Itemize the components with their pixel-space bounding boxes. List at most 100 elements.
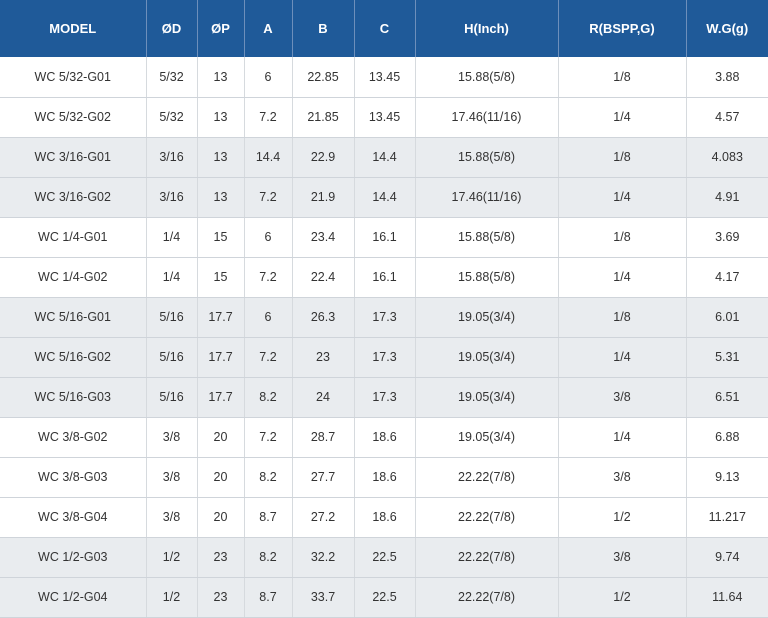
cell-op: 15 — [197, 217, 245, 258]
cell-model: WC 3/8-G04 — [0, 497, 147, 538]
cell-op: 17.7 — [197, 337, 245, 378]
table-row: WC 3/8-G03 3/8 20 8.2 27.7 18.6 22.22(7/8) 3/8 9… — [0, 457, 768, 498]
cell-wg: 6.01 — [686, 297, 768, 338]
cell-h: 22.22(7/8) — [415, 497, 559, 538]
cell-od: 3/8 — [146, 417, 198, 458]
cell-h: 19.05(3/4) — [415, 377, 559, 418]
cell-h: 17.46(11/16) — [415, 177, 559, 218]
cell-a: 6 — [244, 297, 293, 338]
cell-c: 18.6 — [354, 497, 416, 538]
table-row: WC 5/16-G02 5/16 17.7 7.2 23 17.3 19.05(3/4) 1/… — [0, 337, 768, 378]
cell-model: WC 5/32-G02 — [0, 97, 147, 138]
cell-c: 14.4 — [354, 137, 416, 178]
table-row: WC 1/4-G02 1/4 15 7.2 22.4 16.1 15.88(5/8) 1/4 4… — [0, 257, 768, 298]
cell-wg: 3.69 — [686, 217, 768, 258]
header-b: B — [292, 0, 355, 57]
cell-b: 26.3 — [292, 297, 355, 338]
cell-a: 8.2 — [244, 377, 293, 418]
cell-h: 15.88(5/8) — [415, 137, 559, 178]
header-row: MODEL ØD ØP A B C H(Inch) R(BSPP,G) W.G(… — [0, 0, 768, 57]
cell-r: 1/4 — [558, 417, 687, 458]
cell-model: WC 5/32-G01 — [0, 57, 147, 98]
cell-a: 8.2 — [244, 537, 293, 578]
cell-od: 1/2 — [146, 537, 198, 578]
cell-a: 8.7 — [244, 577, 293, 618]
table-row: WC 3/16-G02 3/16 13 7.2 21.9 14.4 17.46(11/16)… — [0, 177, 768, 218]
header-od: ØD — [146, 0, 198, 57]
cell-b: 24 — [292, 377, 355, 418]
cell-od: 5/16 — [146, 337, 198, 378]
cell-r: 1/4 — [558, 97, 687, 138]
cell-model: WC 3/16-G02 — [0, 177, 147, 218]
cell-b: 21.9 — [292, 177, 355, 218]
table-row: WC 3/16-G01 3/16 13 14.4 22.9 14.4 15.88(5/8) 1… — [0, 137, 768, 178]
table-row: WC 5/32-G02 5/32 13 7.2 21.85 13.45 17.46(11/1… — [0, 97, 768, 138]
cell-h: 19.05(3/4) — [415, 417, 559, 458]
cell-wg: 4.17 — [686, 257, 768, 298]
cell-r: 1/8 — [558, 297, 687, 338]
cell-h: 22.22(7/8) — [415, 457, 559, 498]
cell-model: WC 1/2-G04 — [0, 577, 147, 618]
cell-a: 7.2 — [244, 177, 293, 218]
cell-a: 7.2 — [244, 417, 293, 458]
cell-od: 3/8 — [146, 497, 198, 538]
table-row: WC 1/4-G01 1/4 15 6 23.4 16.1 15.88(5/8) 1/8 3.6… — [0, 217, 768, 258]
cell-od: 3/8 — [146, 457, 198, 498]
cell-r: 1/2 — [558, 497, 687, 538]
cell-model: WC 5/16-G01 — [0, 297, 147, 338]
cell-od: 1/4 — [146, 257, 198, 298]
cell-od: 5/32 — [146, 97, 198, 138]
cell-c: 16.1 — [354, 217, 416, 258]
cell-od: 3/16 — [146, 137, 198, 178]
table-row: WC 1/2-G03 1/2 23 8.2 32.2 22.5 22.22(7/8) 3/8 9… — [0, 537, 768, 578]
cell-h: 22.22(7/8) — [415, 577, 559, 618]
header-wg: W.G(g) — [686, 0, 768, 57]
cell-h: 19.05(3/4) — [415, 297, 559, 338]
cell-wg: 4.91 — [686, 177, 768, 218]
cell-r: 1/8 — [558, 137, 687, 178]
cell-b: 27.2 — [292, 497, 355, 538]
cell-a: 7.2 — [244, 257, 293, 298]
cell-od: 5/32 — [146, 57, 198, 98]
header-h: H(Inch) — [415, 0, 559, 57]
cell-a: 14.4 — [244, 137, 293, 178]
cell-wg: 4.083 — [686, 137, 768, 178]
cell-r: 3/8 — [558, 457, 687, 498]
cell-model: WC 1/4-G02 — [0, 257, 147, 298]
cell-a: 7.2 — [244, 337, 293, 378]
cell-h: 19.05(3/4) — [415, 337, 559, 378]
cell-wg: 6.88 — [686, 417, 768, 458]
table-header: MODEL ØD ØP A B C H(Inch) R(BSPP,G) W.G(… — [0, 0, 768, 57]
cell-c: 14.4 — [354, 177, 416, 218]
cell-model: WC 5/16-G02 — [0, 337, 147, 378]
cell-wg: 5.31 — [686, 337, 768, 378]
cell-wg: 6.51 — [686, 377, 768, 418]
header-op: ØP — [197, 0, 245, 57]
cell-op: 20 — [197, 497, 245, 538]
cell-r: 1/4 — [558, 337, 687, 378]
cell-op: 15 — [197, 257, 245, 298]
cell-r: 1/8 — [558, 217, 687, 258]
cell-op: 13 — [197, 137, 245, 178]
cell-h: 22.22(7/8) — [415, 537, 559, 578]
cell-h: 15.88(5/8) — [415, 57, 559, 98]
cell-wg: 11.64 — [686, 577, 768, 618]
cell-b: 22.85 — [292, 57, 355, 98]
cell-c: 13.45 — [354, 97, 416, 138]
cell-model: WC 5/16-G03 — [0, 377, 147, 418]
header-r: R(BSPP,G) — [558, 0, 687, 57]
cell-c: 18.6 — [354, 417, 416, 458]
cell-wg: 9.13 — [686, 457, 768, 498]
cell-c: 17.3 — [354, 297, 416, 338]
cell-b: 21.85 — [292, 97, 355, 138]
cell-c: 17.3 — [354, 377, 416, 418]
cell-a: 7.2 — [244, 97, 293, 138]
table-body: WC 5/32-G01 5/32 13 6 22.85 13.45 15.88(5/8) 1/… — [0, 57, 768, 618]
cell-op: 23 — [197, 577, 245, 618]
cell-b: 27.7 — [292, 457, 355, 498]
cell-od: 5/16 — [146, 297, 198, 338]
cell-op: 20 — [197, 417, 245, 458]
cell-b: 28.7 — [292, 417, 355, 458]
cell-c: 17.3 — [354, 337, 416, 378]
